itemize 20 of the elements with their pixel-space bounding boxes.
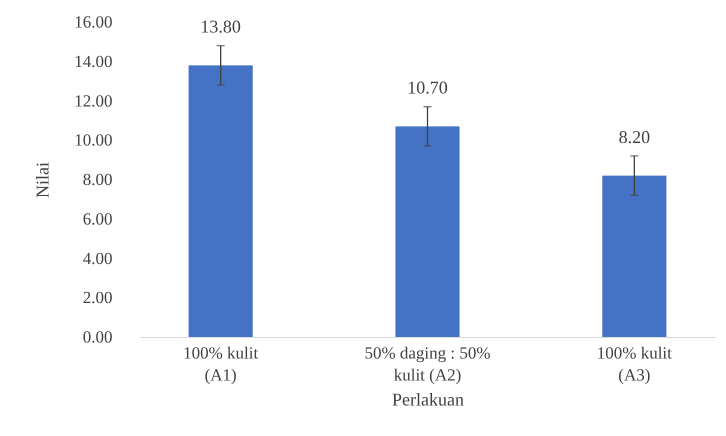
y-tick-label: 6.00 — [82, 209, 112, 228]
bar — [188, 65, 253, 337]
y-tick-label: 16.00 — [74, 12, 112, 32]
y-tick-label: 8.00 — [82, 170, 112, 189]
y-tick-label: 12.00 — [74, 91, 112, 110]
bar — [602, 176, 666, 337]
y-tick-label: 0.00 — [82, 328, 112, 346]
y-tick-label: 4.00 — [82, 248, 112, 268]
x-tick-label: 100% kulit (A3) — [596, 344, 672, 384]
y-tick-label: 14.00 — [74, 52, 112, 71]
bar — [395, 126, 460, 337]
y-tick-label: 10.00 — [74, 130, 112, 150]
x-axis-title: Perlakuan — [392, 390, 464, 410]
data-label: 10.70 — [407, 78, 448, 98]
y-tick-label: 2.00 — [82, 288, 112, 308]
data-label: 13.80 — [200, 16, 241, 37]
y-axis-title: Nilai — [32, 162, 52, 198]
x-tick-label: 50% daging : 50% kulit (A2) — [364, 344, 491, 384]
x-tick-label: 100% kulit (A1) — [183, 344, 258, 384]
data-label: 8.20 — [618, 126, 650, 147]
